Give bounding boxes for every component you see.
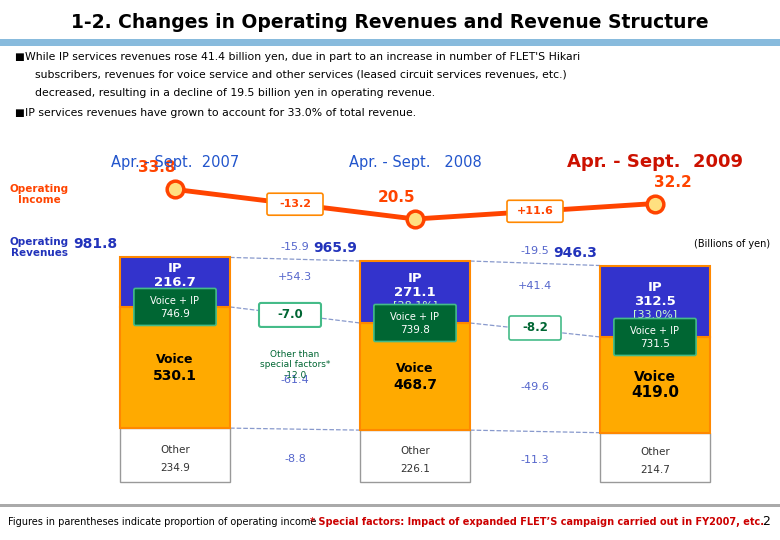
Text: 946.3: 946.3	[553, 246, 597, 260]
Bar	[360, 323, 470, 430]
Bar	[0, 39, 780, 46]
Text: -15.9: -15.9	[281, 242, 310, 252]
Text: * Special factors: Impact of expanded FLET’S campaign carried out in FY2007, etc: * Special factors: Impact of expanded FL…	[310, 517, 764, 527]
Text: Other: Other	[640, 447, 670, 457]
Text: +54.3: +54.3	[278, 272, 312, 282]
FancyBboxPatch shape	[267, 193, 323, 215]
Text: 32.2: 32.2	[654, 174, 692, 190]
Text: IP: IP	[168, 262, 183, 275]
FancyBboxPatch shape	[509, 316, 561, 340]
Bar	[600, 337, 710, 433]
Bar	[120, 307, 230, 428]
Text: Apr. - Sept.   2008: Apr. - Sept. 2008	[349, 155, 481, 170]
Text: -7.0: -7.0	[277, 308, 303, 321]
Text: [28.1%]: [28.1%]	[393, 300, 437, 310]
Text: Other: Other	[400, 446, 430, 456]
Bar	[360, 430, 470, 482]
FancyBboxPatch shape	[134, 288, 216, 326]
Text: subscribers, revenues for voice service and other services (leased circuit servi: subscribers, revenues for voice service …	[34, 70, 566, 80]
Text: IP services revenues have grown to account for 33.0% of total revenue.: IP services revenues have grown to accou…	[25, 107, 416, 118]
Text: [33.0%]: [33.0%]	[633, 309, 677, 319]
FancyBboxPatch shape	[507, 200, 563, 222]
Text: Voice + IP: Voice + IP	[391, 312, 439, 322]
Text: -49.6: -49.6	[520, 382, 549, 392]
Bar	[600, 433, 710, 482]
Text: decreased, resulting in a decline of 19.5 billion yen in operating revenue.: decreased, resulting in a decline of 19.…	[34, 88, 434, 98]
Text: While IP services revenues rose 41.4 billion yen, due in part to an increase in : While IP services revenues rose 41.4 bil…	[25, 51, 580, 62]
Text: 20.5: 20.5	[378, 190, 416, 205]
Text: -19.5: -19.5	[520, 246, 549, 256]
Text: 965.9: 965.9	[313, 241, 357, 255]
Bar	[120, 258, 230, 307]
FancyBboxPatch shape	[374, 305, 456, 341]
Text: 312.5: 312.5	[634, 295, 676, 308]
Text: 419.0: 419.0	[631, 386, 679, 400]
Text: 530.1: 530.1	[153, 368, 197, 382]
Text: Operating
Income: Operating Income	[10, 184, 69, 205]
Text: 226.1: 226.1	[400, 464, 430, 474]
Text: Voice + IP: Voice + IP	[630, 326, 679, 336]
Text: 739.8: 739.8	[400, 326, 430, 335]
Text: 216.7: 216.7	[154, 276, 196, 289]
Text: Voice: Voice	[396, 362, 434, 375]
Text: (Billions of yen): (Billions of yen)	[694, 239, 770, 248]
Text: -8.2: -8.2	[522, 321, 548, 334]
Bar	[600, 266, 710, 337]
Text: 234.9: 234.9	[160, 463, 190, 474]
Text: 2: 2	[762, 515, 770, 529]
Text: Voice: Voice	[634, 370, 676, 384]
Text: Voice + IP: Voice + IP	[151, 296, 200, 306]
Text: 1-2. Changes in Operating Revenues and Revenue Structure: 1-2. Changes in Operating Revenues and R…	[71, 12, 709, 31]
Text: Operating
Revenues: Operating Revenues	[10, 237, 69, 258]
Text: 731.5: 731.5	[640, 340, 670, 349]
Text: 468.7: 468.7	[393, 377, 437, 392]
Text: 214.7: 214.7	[640, 464, 670, 475]
Bar	[0, 504, 780, 507]
FancyBboxPatch shape	[614, 319, 696, 355]
Text: ■: ■	[14, 51, 23, 62]
Text: Voice: Voice	[156, 353, 193, 366]
Text: Apr. - Sept.  2009: Apr. - Sept. 2009	[567, 153, 743, 171]
Text: -11.3: -11.3	[521, 455, 549, 465]
Text: ■: ■	[14, 107, 23, 118]
Text: Other than
special factors*
-12.0: Other than special factors* -12.0	[260, 350, 330, 380]
Text: IP: IP	[647, 281, 662, 294]
Text: +41.4: +41.4	[518, 281, 552, 291]
FancyBboxPatch shape	[259, 303, 321, 327]
Text: -8.8: -8.8	[284, 454, 306, 464]
Text: +11.6: +11.6	[516, 206, 554, 217]
Text: -61.4: -61.4	[281, 375, 310, 384]
Text: Apr. - Sept.  2007: Apr. - Sept. 2007	[111, 155, 239, 170]
Text: Figures in parentheses indicate proportion of operating income: Figures in parentheses indicate proporti…	[8, 517, 317, 527]
Text: [22.1%]: [22.1%]	[153, 290, 197, 300]
Text: 33.8: 33.8	[138, 160, 176, 176]
Text: Other: Other	[160, 444, 190, 455]
Text: -13.2: -13.2	[279, 199, 311, 209]
Text: IP: IP	[408, 272, 422, 285]
Text: 746.9: 746.9	[160, 309, 190, 320]
Bar	[120, 428, 230, 482]
Text: 981.8: 981.8	[73, 238, 117, 252]
Text: 271.1: 271.1	[394, 286, 436, 299]
Bar	[360, 261, 470, 323]
